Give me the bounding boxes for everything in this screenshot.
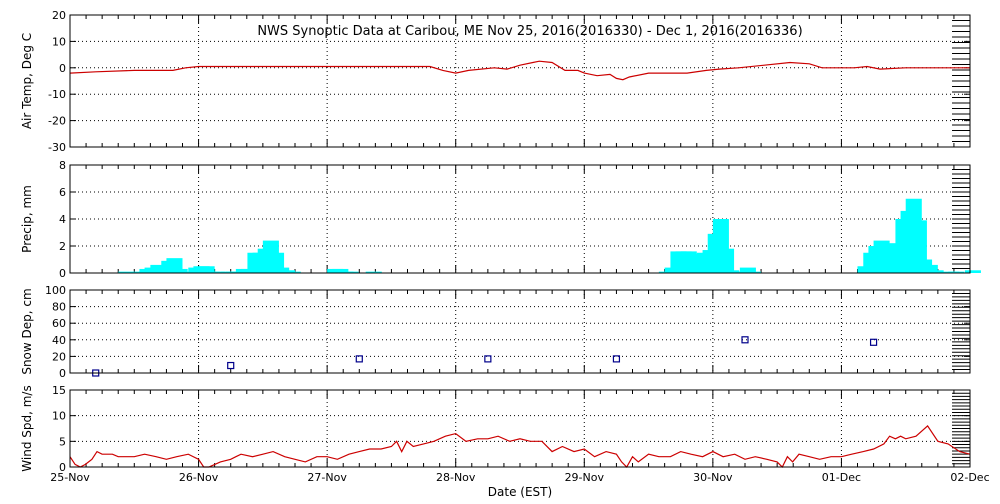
panel-2-ytick-label: 80 <box>52 301 66 314</box>
panel-3-ylabel: Wind Spd, m/s <box>20 385 34 471</box>
precip-bar <box>921 264 938 273</box>
panel-3-ytick-label: 10 <box>52 410 66 423</box>
precip-bar <box>171 268 188 273</box>
precip-bar <box>927 270 944 273</box>
precip-bar <box>198 266 215 273</box>
panel-1-ytick-label: 6 <box>59 186 66 199</box>
panel-0-ytick-label: -10 <box>48 88 66 101</box>
precip-bar <box>208 271 225 273</box>
snow-depth-point <box>355 355 363 363</box>
precip-bar <box>964 270 981 273</box>
panel-0-series-line <box>69 60 970 81</box>
chart-title: NWS Synoptic Data at Caribou, ME Nov 25,… <box>257 24 802 39</box>
x-tick-label: 30-Nov <box>693 471 733 484</box>
panel-0-frame <box>69 14 971 148</box>
panel-1-ytick-label: 8 <box>59 159 66 172</box>
panel-1-ylabel: Precip, mm <box>20 185 34 253</box>
snow-depth-point <box>741 336 749 344</box>
panel-3-frame <box>69 389 971 468</box>
panel-2-frame <box>69 289 971 374</box>
panel-1-frame <box>69 164 971 274</box>
x-tick-label: 28-Nov <box>436 471 476 484</box>
precip-bar <box>342 271 359 273</box>
panel-0-ylabel: Air Temp, Deg C <box>20 33 34 129</box>
panel-3-series-line <box>69 424 971 469</box>
snow-depth-point <box>484 355 492 363</box>
panel-0-ytick-label: -30 <box>48 141 66 154</box>
snow-depth-point <box>612 355 621 363</box>
panel-1-ytick-label: 0 <box>59 267 66 280</box>
snow-depth-point <box>869 338 878 346</box>
panel-3-ytick-label: 0 <box>59 461 66 474</box>
panel-3-ytick-label: 15 <box>52 384 66 397</box>
x-tick-label: 01-Dec <box>822 471 861 484</box>
panel-0-ytick-label: -20 <box>48 115 66 128</box>
x-axis-label: Date (EST) <box>488 485 552 499</box>
panel-0-ytick-label: 0 <box>59 62 66 75</box>
precip-bar <box>365 271 382 273</box>
panel-2-ytick-label: 60 <box>52 317 66 330</box>
panel-1-ytick-label: 4 <box>59 213 66 226</box>
panel-1-ytick-label: 2 <box>59 240 66 253</box>
precip-bar <box>745 271 762 273</box>
x-tick-label: 26-Nov <box>179 471 219 484</box>
precip-bar <box>718 248 735 273</box>
x-tick-label: 25-Nov <box>50 471 90 484</box>
precip-bar <box>739 267 756 273</box>
panel-2-ytick-label: 20 <box>52 350 66 363</box>
panel-0-ytick-label: 10 <box>52 35 66 48</box>
precip-bar <box>948 271 965 273</box>
panel-2-ytick-label: 40 <box>52 334 66 347</box>
panel-2-ylabel: Snow Dep, cm <box>20 288 34 374</box>
panel-2-ytick-label: 100 <box>45 284 66 297</box>
x-tick-label: 02-Dec <box>950 471 989 484</box>
panel-0-ytick-label: 20 <box>52 9 66 22</box>
x-tick-label: 29-Nov <box>565 471 605 484</box>
x-tick-label: 27-Nov <box>307 471 347 484</box>
snow-depth-point <box>227 361 235 370</box>
precip-bar <box>118 271 135 273</box>
panel-2-ytick-label: 0 <box>59 367 66 380</box>
precip-bar <box>332 268 349 273</box>
precip-bar <box>284 271 301 273</box>
panel-3-ytick-label: 5 <box>59 435 66 448</box>
